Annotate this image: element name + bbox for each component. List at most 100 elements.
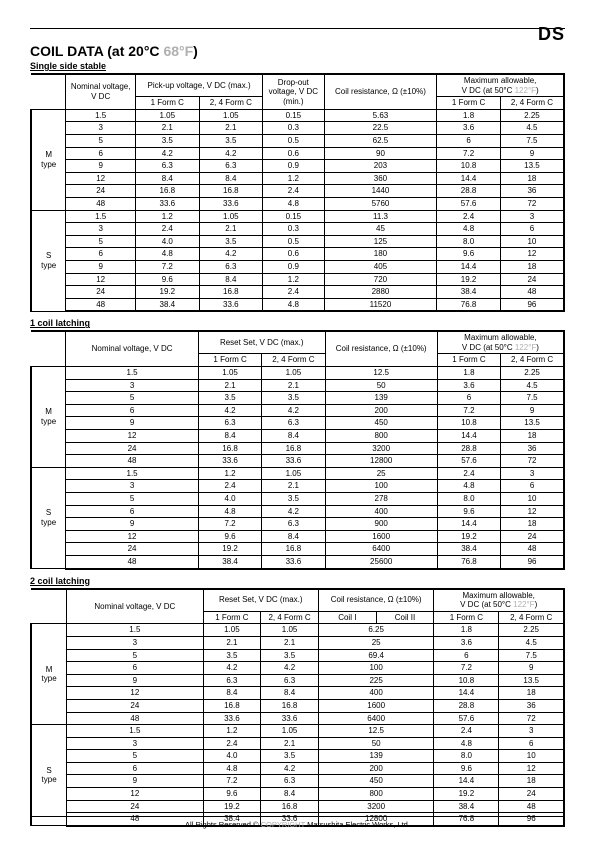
cell: 7.2 [136, 260, 200, 273]
cell: 6400 [318, 712, 433, 725]
cell: 12 [66, 172, 136, 185]
cell: 8.4 [261, 687, 319, 700]
cell: 9.6 [198, 530, 261, 543]
cell: 3.5 [203, 649, 261, 662]
cell: 12 [501, 505, 564, 518]
cell: 1.5 [66, 367, 199, 380]
cell: 3.5 [199, 134, 263, 147]
cell: 0.9 [263, 260, 324, 273]
cell: 2.1 [261, 737, 319, 750]
cell: 14.4 [434, 775, 499, 788]
cell: 6.3 [261, 674, 319, 687]
cell: 50 [325, 379, 437, 392]
cell: 18 [499, 687, 564, 700]
col-24formc: 2, 4 Form C [199, 97, 263, 110]
cell: 36 [499, 699, 564, 712]
cell: 72 [501, 455, 564, 468]
cell: 10 [500, 235, 564, 248]
cell: 33.6 [199, 298, 263, 311]
col-24formc: 2, 4 Form C [499, 611, 564, 624]
cell: 16.8 [198, 442, 261, 455]
cell: 38.4 [136, 298, 200, 311]
cell: 4.2 [262, 505, 325, 518]
cell: 139 [325, 392, 437, 405]
cell: 24 [66, 286, 136, 299]
cell: 3.6 [434, 636, 499, 649]
cell: 6 [437, 392, 500, 405]
cell: 19.2 [437, 530, 500, 543]
cell: 6 [499, 737, 564, 750]
cell: 6 [500, 223, 564, 236]
cell: 1.5 [66, 109, 136, 122]
cell: 5 [66, 134, 136, 147]
cell: 8.0 [437, 235, 501, 248]
cell: 5 [67, 750, 203, 763]
col-nominal: Nominal voltage, V DC [66, 331, 199, 366]
cell: 6.3 [198, 417, 261, 430]
cell: 4.8 [437, 480, 500, 493]
cell: 7.5 [499, 649, 564, 662]
cell: 2.1 [199, 122, 263, 135]
cell: 11520 [324, 298, 437, 311]
cell: 24 [66, 442, 199, 455]
cell: 3.5 [261, 750, 319, 763]
cell: 13.5 [501, 417, 564, 430]
cell: 9 [499, 662, 564, 675]
cell: 3.5 [198, 392, 261, 405]
cell: 4.2 [198, 404, 261, 417]
cell: 14.4 [437, 430, 500, 443]
cell: 28.8 [437, 185, 501, 198]
cell: 48 [66, 197, 136, 210]
cell: 9.6 [136, 273, 200, 286]
cell: 100 [318, 662, 433, 675]
cell: 1.05 [198, 367, 261, 380]
type-label: Stype [31, 467, 66, 568]
cell: 203 [324, 160, 437, 173]
cell: 405 [324, 260, 437, 273]
cell: 2.4 [203, 737, 261, 750]
cell: 6 [66, 147, 136, 160]
cell: 6400 [325, 543, 437, 556]
cell: 25600 [325, 555, 437, 568]
cell: 57.6 [437, 197, 501, 210]
cell: 8.0 [437, 493, 500, 506]
cell: 2.1 [198, 379, 261, 392]
cell: 2.4 [434, 725, 499, 738]
cell: 4.8 [434, 737, 499, 750]
cell: 48 [66, 455, 199, 468]
cell: 8.4 [198, 430, 261, 443]
cell: 13.5 [500, 160, 564, 173]
type-label: Mtype [31, 367, 66, 468]
cell: 3 [499, 725, 564, 738]
cell: 8.4 [199, 273, 263, 286]
cell: 139 [318, 750, 433, 763]
cell: 1.2 [136, 210, 200, 223]
cell: 2.4 [437, 210, 501, 223]
cell: 16.8 [262, 442, 325, 455]
col-24formc: 2, 4 Form C [501, 354, 564, 367]
cell: 3.5 [261, 649, 319, 662]
cell: 57.6 [434, 712, 499, 725]
cell: 6 [434, 649, 499, 662]
cell: 18 [500, 260, 564, 273]
cell: 13.5 [499, 674, 564, 687]
cell: 1.2 [198, 467, 261, 480]
cell: 5.63 [324, 109, 437, 122]
cell: 8.4 [203, 687, 261, 700]
cell: 7.2 [437, 147, 501, 160]
cell: 72 [500, 197, 564, 210]
cell: 225 [318, 674, 433, 687]
cell: 4.0 [198, 493, 261, 506]
table-1coil: Nominal voltage, V DC Reset Set, V DC (m… [30, 330, 565, 569]
cell: 8.4 [262, 430, 325, 443]
cell: 33.6 [262, 455, 325, 468]
cell: 0.5 [263, 235, 324, 248]
cell: 6.3 [199, 160, 263, 173]
cell: 0.15 [263, 210, 324, 223]
cell: 6.3 [203, 674, 261, 687]
cell: 14.4 [434, 687, 499, 700]
cell: 8.4 [261, 788, 319, 801]
cell: 8.4 [262, 530, 325, 543]
cell: 12 [67, 687, 203, 700]
cell: 38.4 [198, 555, 261, 568]
